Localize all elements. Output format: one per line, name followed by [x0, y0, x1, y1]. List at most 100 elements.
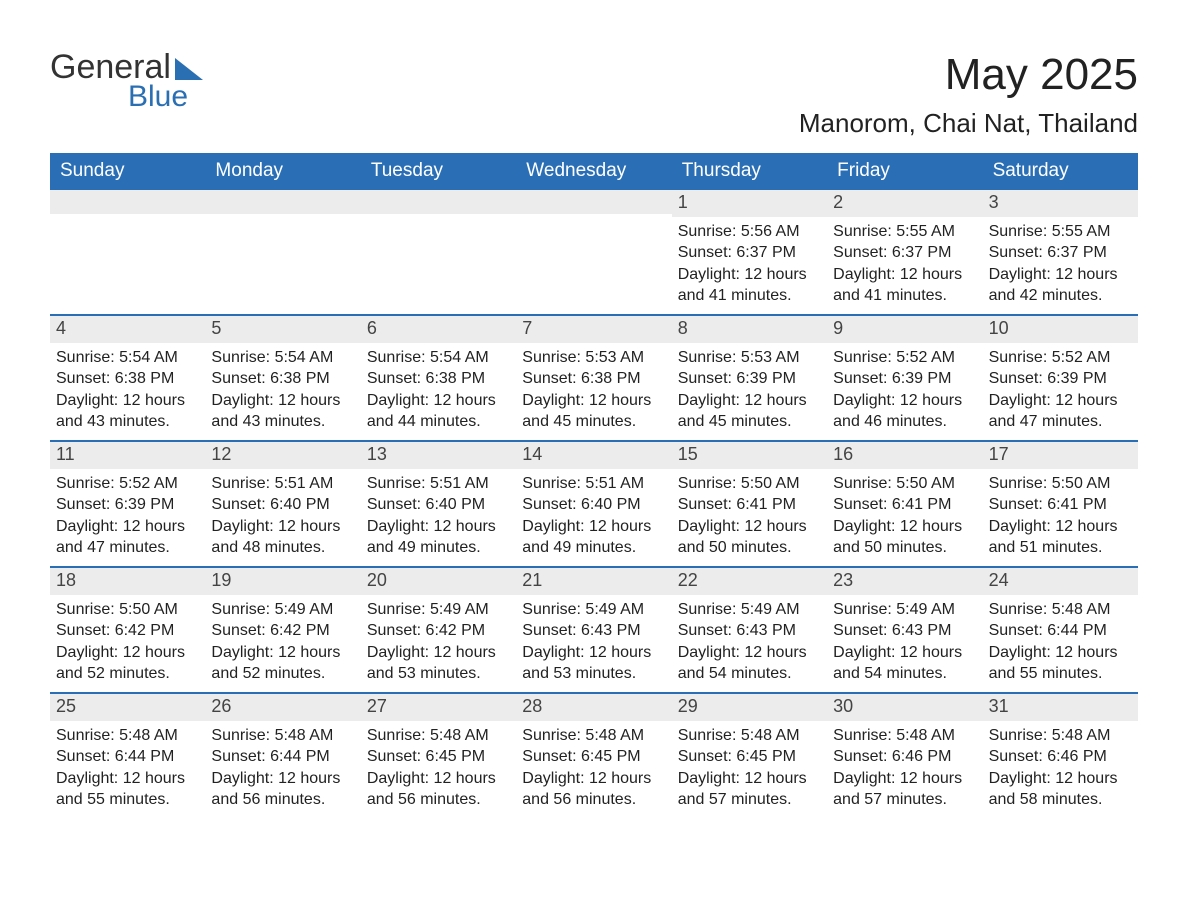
sunset-text: Sunset: 6:38 PM: [367, 368, 510, 390]
sunrise-text: Sunrise: 5:52 AM: [56, 473, 199, 495]
date-number: 30: [827, 694, 982, 721]
weekday-header: Thursday: [672, 153, 827, 190]
day-details: Sunrise: 5:49 AMSunset: 6:42 PMDaylight:…: [361, 595, 516, 689]
daylight-text: Daylight: 12 hours and 47 minutes.: [56, 516, 199, 559]
sunset-text: Sunset: 6:39 PM: [989, 368, 1132, 390]
sunset-text: Sunset: 6:38 PM: [56, 368, 199, 390]
day-details: Sunrise: 5:52 AMSunset: 6:39 PMDaylight:…: [827, 343, 982, 437]
day-cell: 20Sunrise: 5:49 AMSunset: 6:42 PMDayligh…: [361, 568, 516, 692]
date-number: 13: [361, 442, 516, 469]
day-details: Sunrise: 5:48 AMSunset: 6:44 PMDaylight:…: [205, 721, 360, 815]
date-number: 18: [50, 568, 205, 595]
header-row: General Blue May 2025 Manorom, Chai Nat,…: [50, 50, 1138, 139]
weekday-header: Saturday: [983, 153, 1138, 190]
daylight-text: Daylight: 12 hours and 43 minutes.: [211, 390, 354, 433]
sunset-text: Sunset: 6:40 PM: [367, 494, 510, 516]
daylight-text: Daylight: 12 hours and 46 minutes.: [833, 390, 976, 433]
day-cell: 15Sunrise: 5:50 AMSunset: 6:41 PMDayligh…: [672, 442, 827, 566]
daylight-text: Daylight: 12 hours and 54 minutes.: [833, 642, 976, 685]
sunset-text: Sunset: 6:39 PM: [833, 368, 976, 390]
day-details: Sunrise: 5:51 AMSunset: 6:40 PMDaylight:…: [361, 469, 516, 563]
day-cell: 1Sunrise: 5:56 AMSunset: 6:37 PMDaylight…: [672, 190, 827, 314]
sunset-text: Sunset: 6:41 PM: [833, 494, 976, 516]
daylight-text: Daylight: 12 hours and 47 minutes.: [989, 390, 1132, 433]
day-cell: 21Sunrise: 5:49 AMSunset: 6:43 PMDayligh…: [516, 568, 671, 692]
date-number: [205, 190, 360, 214]
sunset-text: Sunset: 6:43 PM: [833, 620, 976, 642]
sunrise-text: Sunrise: 5:48 AM: [522, 725, 665, 747]
daylight-text: Daylight: 12 hours and 45 minutes.: [678, 390, 821, 433]
logo-text-2: Blue: [50, 82, 203, 112]
sunrise-text: Sunrise: 5:54 AM: [56, 347, 199, 369]
date-number: 3: [983, 190, 1138, 217]
day-cell: 10Sunrise: 5:52 AMSunset: 6:39 PMDayligh…: [983, 316, 1138, 440]
weekday-header: Friday: [827, 153, 982, 190]
sunrise-text: Sunrise: 5:48 AM: [989, 599, 1132, 621]
day-cell: 25Sunrise: 5:48 AMSunset: 6:44 PMDayligh…: [50, 694, 205, 818]
sunrise-text: Sunrise: 5:53 AM: [678, 347, 821, 369]
date-number: 17: [983, 442, 1138, 469]
daylight-text: Daylight: 12 hours and 53 minutes.: [367, 642, 510, 685]
daylight-text: Daylight: 12 hours and 50 minutes.: [833, 516, 976, 559]
sunrise-text: Sunrise: 5:53 AM: [522, 347, 665, 369]
sunset-text: Sunset: 6:39 PM: [56, 494, 199, 516]
day-details: Sunrise: 5:48 AMSunset: 6:44 PMDaylight:…: [50, 721, 205, 815]
sunrise-text: Sunrise: 5:55 AM: [989, 221, 1132, 243]
sunrise-text: Sunrise: 5:56 AM: [678, 221, 821, 243]
logo-text-1: General: [50, 50, 171, 84]
daylight-text: Daylight: 12 hours and 42 minutes.: [989, 264, 1132, 307]
logo-line1: General: [50, 50, 203, 84]
sunset-text: Sunset: 6:42 PM: [56, 620, 199, 642]
daylight-text: Daylight: 12 hours and 51 minutes.: [989, 516, 1132, 559]
day-cell: 23Sunrise: 5:49 AMSunset: 6:43 PMDayligh…: [827, 568, 982, 692]
daylight-text: Daylight: 12 hours and 53 minutes.: [522, 642, 665, 685]
sunset-text: Sunset: 6:40 PM: [522, 494, 665, 516]
sunset-text: Sunset: 6:41 PM: [678, 494, 821, 516]
sunset-text: Sunset: 6:44 PM: [56, 746, 199, 768]
day-details: Sunrise: 5:49 AMSunset: 6:43 PMDaylight:…: [827, 595, 982, 689]
date-number: 7: [516, 316, 671, 343]
day-cell: 9Sunrise: 5:52 AMSunset: 6:39 PMDaylight…: [827, 316, 982, 440]
day-details: Sunrise: 5:52 AMSunset: 6:39 PMDaylight:…: [50, 469, 205, 563]
sunset-text: Sunset: 6:43 PM: [522, 620, 665, 642]
daylight-text: Daylight: 12 hours and 56 minutes.: [367, 768, 510, 811]
sunset-text: Sunset: 6:39 PM: [678, 368, 821, 390]
day-details: Sunrise: 5:49 AMSunset: 6:43 PMDaylight:…: [672, 595, 827, 689]
day-cell: 11Sunrise: 5:52 AMSunset: 6:39 PMDayligh…: [50, 442, 205, 566]
day-details: Sunrise: 5:54 AMSunset: 6:38 PMDaylight:…: [50, 343, 205, 437]
date-number: 31: [983, 694, 1138, 721]
sunset-text: Sunset: 6:46 PM: [833, 746, 976, 768]
day-cell: 12Sunrise: 5:51 AMSunset: 6:40 PMDayligh…: [205, 442, 360, 566]
date-number: 12: [205, 442, 360, 469]
sunrise-text: Sunrise: 5:48 AM: [56, 725, 199, 747]
day-details: Sunrise: 5:51 AMSunset: 6:40 PMDaylight:…: [205, 469, 360, 563]
sunrise-text: Sunrise: 5:49 AM: [522, 599, 665, 621]
day-details: Sunrise: 5:54 AMSunset: 6:38 PMDaylight:…: [361, 343, 516, 437]
sunrise-text: Sunrise: 5:51 AM: [522, 473, 665, 495]
date-number: 4: [50, 316, 205, 343]
date-number: 24: [983, 568, 1138, 595]
week-row: 25Sunrise: 5:48 AMSunset: 6:44 PMDayligh…: [50, 692, 1138, 818]
daylight-text: Daylight: 12 hours and 56 minutes.: [211, 768, 354, 811]
day-details: Sunrise: 5:56 AMSunset: 6:37 PMDaylight:…: [672, 217, 827, 311]
date-number: 23: [827, 568, 982, 595]
week-row: 11Sunrise: 5:52 AMSunset: 6:39 PMDayligh…: [50, 440, 1138, 566]
day-details: Sunrise: 5:48 AMSunset: 6:44 PMDaylight:…: [983, 595, 1138, 689]
day-cell: 16Sunrise: 5:50 AMSunset: 6:41 PMDayligh…: [827, 442, 982, 566]
day-details: Sunrise: 5:50 AMSunset: 6:41 PMDaylight:…: [827, 469, 982, 563]
weekday-header: Sunday: [50, 153, 205, 190]
daylight-text: Daylight: 12 hours and 45 minutes.: [522, 390, 665, 433]
sunrise-text: Sunrise: 5:48 AM: [367, 725, 510, 747]
day-details: Sunrise: 5:50 AMSunset: 6:41 PMDaylight:…: [983, 469, 1138, 563]
sunrise-text: Sunrise: 5:48 AM: [211, 725, 354, 747]
sunrise-text: Sunrise: 5:54 AM: [367, 347, 510, 369]
day-details: Sunrise: 5:52 AMSunset: 6:39 PMDaylight:…: [983, 343, 1138, 437]
week-row: 18Sunrise: 5:50 AMSunset: 6:42 PMDayligh…: [50, 566, 1138, 692]
day-cell: 14Sunrise: 5:51 AMSunset: 6:40 PMDayligh…: [516, 442, 671, 566]
weekday-header: Wednesday: [516, 153, 671, 190]
sunset-text: Sunset: 6:38 PM: [211, 368, 354, 390]
day-details: Sunrise: 5:55 AMSunset: 6:37 PMDaylight:…: [827, 217, 982, 311]
sunset-text: Sunset: 6:42 PM: [367, 620, 510, 642]
daylight-text: Daylight: 12 hours and 57 minutes.: [678, 768, 821, 811]
date-number: 14: [516, 442, 671, 469]
